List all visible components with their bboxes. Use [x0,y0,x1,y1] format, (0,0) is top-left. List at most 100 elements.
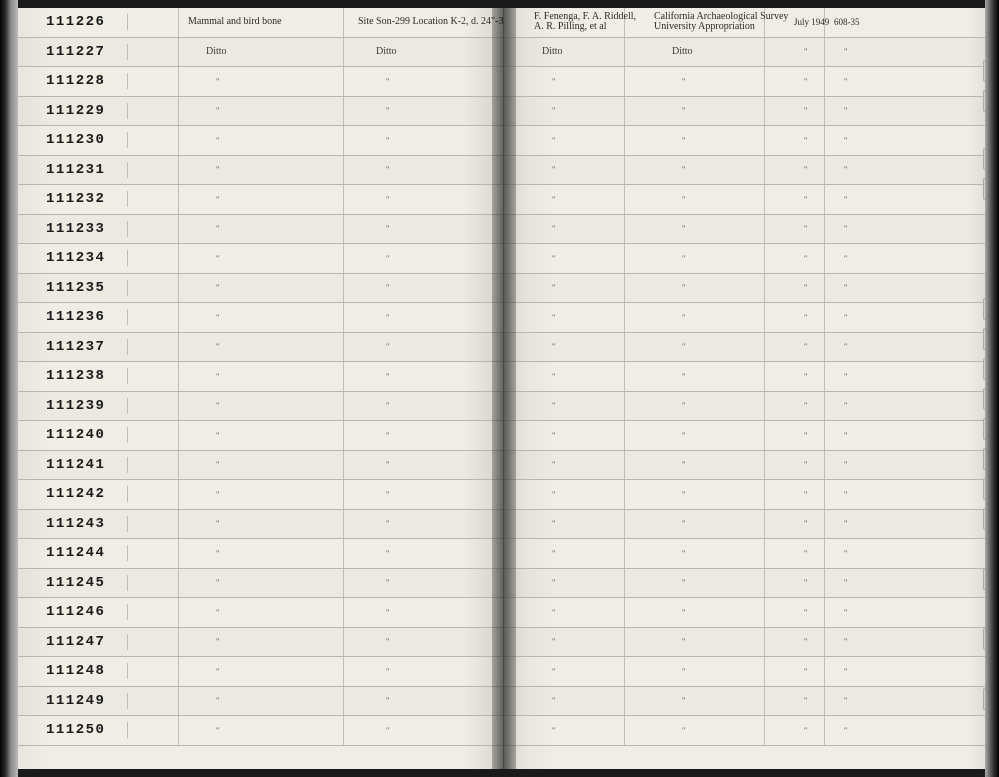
ledger-row: 111227DittoDitto [18,38,503,68]
column-divider [343,38,344,67]
ditto-tick: " [682,215,685,244]
column-divider [824,126,825,155]
ditto-tick: " [804,244,807,273]
ditto-tick: " [552,657,555,686]
ditto-tick: " [552,244,555,273]
column-divider [624,421,625,450]
column-divider [824,38,825,67]
column-divider [178,628,179,657]
ditto-tick: " [682,156,685,185]
ditto-tick: " [216,480,219,509]
column-divider [343,451,344,480]
ditto-mark: Ditto [376,38,397,67]
ditto-tick: " [804,67,807,96]
ditto-tick: " [386,97,389,126]
column-divider [824,628,825,657]
column-divider [343,185,344,214]
column-divider [764,539,765,568]
ditto-tick: " [386,716,389,745]
column-divider [764,598,765,627]
ditto-tick: " [216,451,219,480]
column-divider [624,215,625,244]
column-divider [178,392,179,421]
column-divider [343,421,344,450]
ditto-tick: " [844,628,847,657]
column-divider [824,657,825,686]
column-divider [824,333,825,362]
ditto-tick: " [386,628,389,657]
ref-cell: 608-35 [834,8,860,37]
column-divider [764,185,765,214]
ditto-tick: " [844,215,847,244]
ledger-row: 111229"" [18,97,503,127]
ditto-tick: " [804,569,807,598]
column-divider [764,451,765,480]
record-id: 111245 [18,575,128,591]
column-divider [624,274,625,303]
column-divider [343,716,344,745]
ditto-tick: " [682,97,685,126]
column-divider [343,539,344,568]
record-id: 111244 [18,545,128,561]
ledger-row: """" [504,244,989,274]
ditto-tick: " [804,215,807,244]
ditto-tick: " [682,185,685,214]
column-divider [624,451,625,480]
description-cell: Mammal and bird bone [188,8,282,37]
column-divider [624,244,625,273]
ditto-tick: " [682,510,685,539]
ditto-tick: " [682,126,685,155]
ledger-row: """" [504,156,989,186]
column-divider [824,510,825,539]
column-divider [178,97,179,126]
column-divider [343,510,344,539]
ditto-tick: " [682,244,685,273]
column-divider [624,716,625,745]
column-divider [343,97,344,126]
column-divider [624,97,625,126]
ditto-tick: " [682,628,685,657]
ledger-row: 111242"" [18,480,503,510]
record-id: 111236 [18,309,128,325]
ditto-tick: " [844,657,847,686]
ditto-mark: Ditto [672,38,693,67]
column-divider [343,362,344,391]
ledger-row: """" [504,185,989,215]
column-divider [343,687,344,716]
column-divider [764,215,765,244]
ledger-row: """" [504,97,989,127]
column-divider [764,244,765,273]
ditto-tick: " [552,628,555,657]
ditto-tick: " [804,687,807,716]
column-divider [178,333,179,362]
column-divider [824,392,825,421]
ledger-row: F. Fenenga, F. A. Riddell,A. R. Pilling,… [504,8,989,38]
ditto-tick: " [552,215,555,244]
column-divider [343,333,344,362]
ditto-tick: " [216,539,219,568]
ditto-tick: " [386,687,389,716]
ditto-tick: " [804,657,807,686]
column-divider [764,421,765,450]
ditto-tick: " [804,539,807,568]
record-id: 111246 [18,604,128,620]
ditto-tick: " [682,480,685,509]
ledger-row: """" [504,539,989,569]
ditto-tick: " [804,480,807,509]
ditto-tick: " [844,274,847,303]
column-divider [624,598,625,627]
column-divider [764,97,765,126]
ditto-tick: " [216,628,219,657]
ledger-row: """" [504,126,989,156]
ditto-tick: " [386,156,389,185]
ledger-row: 111237"" [18,333,503,363]
ditto-tick: " [216,657,219,686]
column-divider [624,657,625,686]
ditto-tick: " [216,333,219,362]
column-divider [624,362,625,391]
column-divider [343,569,344,598]
ditto-tick: " [386,451,389,480]
column-divider [343,8,344,37]
ditto-tick: " [386,67,389,96]
column-divider [624,38,625,67]
